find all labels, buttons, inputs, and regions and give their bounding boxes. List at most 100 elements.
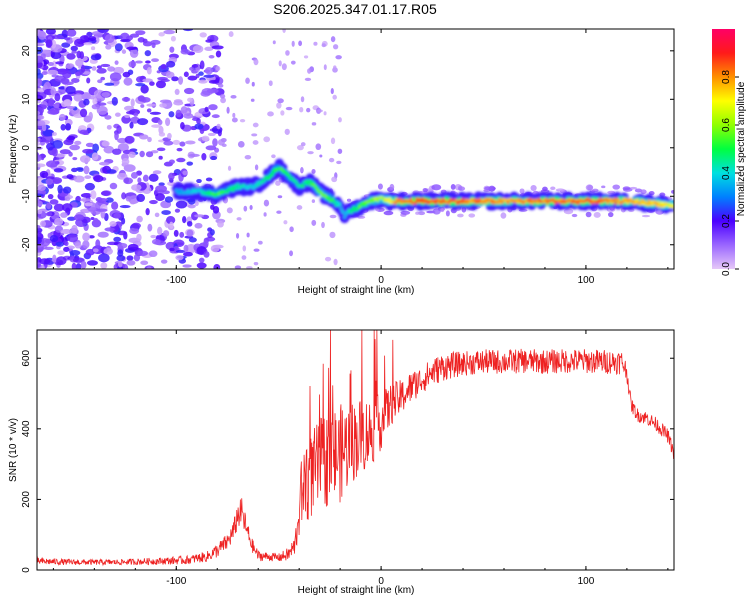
noise-speckle <box>346 198 352 202</box>
noise-speckle <box>73 214 85 221</box>
noise-speckle <box>243 205 248 212</box>
noise-speckle <box>218 83 224 88</box>
noise-speckle <box>323 64 327 71</box>
noise-speckle <box>321 43 326 48</box>
noise-speckle <box>211 114 220 119</box>
noise-speckle <box>57 184 63 194</box>
noise-speckle <box>113 80 120 85</box>
noise-speckle <box>63 246 70 252</box>
noise-speckle <box>61 42 71 48</box>
noise-speckle <box>80 260 87 269</box>
noise-speckle <box>98 253 110 263</box>
noise-speckle <box>45 178 54 185</box>
noise-speckle <box>121 157 130 166</box>
noise-speckle <box>432 208 441 215</box>
noise-speckle <box>276 102 282 109</box>
noise-speckle <box>91 152 99 161</box>
noise-speckle <box>612 184 621 190</box>
noise-speckle <box>321 221 325 229</box>
noise-speckle <box>91 104 101 110</box>
noise-speckle <box>289 226 294 233</box>
noise-speckle <box>285 50 290 56</box>
noise-speckle <box>140 260 149 266</box>
noise-speckle <box>37 72 44 80</box>
noise-speckle <box>135 30 146 36</box>
noise-speckle <box>51 147 58 157</box>
noise-speckle <box>640 189 647 195</box>
noise-speckle <box>149 111 162 115</box>
noise-speckle <box>95 239 101 249</box>
noise-speckle <box>252 140 259 145</box>
x-tick-label: 100 <box>578 275 595 286</box>
noise-speckle <box>217 220 224 228</box>
noise-speckle <box>145 151 154 158</box>
noise-speckle <box>315 143 322 151</box>
noise-speckle <box>276 210 282 214</box>
noise-speckle <box>154 212 160 218</box>
noise-speckle <box>196 262 207 269</box>
noise-speckle <box>66 135 76 141</box>
noise-speckle <box>107 66 116 72</box>
noise-speckle <box>296 205 303 210</box>
noise-speckle <box>45 39 53 48</box>
ridge-point <box>352 205 356 210</box>
noise-speckle <box>155 193 166 202</box>
noise-speckle <box>84 182 96 191</box>
noise-speckle <box>208 104 218 111</box>
snr-axes: -100 0 100 0 200 400 600 <box>21 330 674 587</box>
noise-speckle <box>137 177 142 184</box>
noise-speckle <box>311 219 317 226</box>
noise-speckle <box>37 30 47 40</box>
noise-speckle <box>157 119 163 125</box>
ridge-point <box>338 202 342 206</box>
ridge-point <box>270 172 274 176</box>
ridge-point <box>613 197 617 201</box>
noise-speckle <box>121 192 127 200</box>
ridge-point <box>536 200 540 204</box>
noise-speckle <box>245 77 250 84</box>
noise-speckle <box>330 88 334 95</box>
y-tick-label: 0 <box>21 567 32 573</box>
ridge-point <box>331 197 335 201</box>
ridge-point <box>659 204 663 208</box>
noise-speckle <box>277 195 283 199</box>
noise-speckle <box>155 185 167 193</box>
noise-speckle <box>88 235 95 239</box>
noise-speckle <box>585 211 592 218</box>
spectrogram-frame <box>36 28 675 270</box>
colorbar: 0.0 0.2 0.4 0.6 0.8 Normalized spectral ampl… <box>712 29 747 276</box>
noise-speckle <box>60 228 72 234</box>
noise-speckle <box>136 215 143 223</box>
noise-speckle <box>37 61 43 69</box>
noise-speckle <box>275 180 281 186</box>
ridge-point <box>500 200 504 204</box>
noise-speckle <box>591 188 599 193</box>
noise-speckle <box>357 215 366 219</box>
noise-speckle <box>60 123 66 131</box>
noise-speckle <box>330 137 336 145</box>
noise-speckle <box>96 65 102 69</box>
noise-speckle <box>208 79 220 84</box>
noise-speckle <box>109 182 118 190</box>
noise-speckle <box>147 223 153 232</box>
noise-speckle <box>278 60 282 67</box>
noise-speckle <box>151 58 159 63</box>
noise-speckle <box>216 123 221 130</box>
noise-speckle <box>37 236 42 245</box>
noise-speckle <box>298 40 303 47</box>
noise-speckle <box>400 210 411 215</box>
ridge-point <box>414 201 418 205</box>
noise-speckle <box>64 37 71 41</box>
noise-speckle <box>146 266 152 269</box>
noise-speckle <box>169 221 174 229</box>
noise-speckle <box>136 233 142 242</box>
noise-speckle <box>52 34 64 40</box>
ridge-point <box>371 199 375 204</box>
noise-speckle <box>41 71 48 76</box>
noise-speckle <box>311 169 316 174</box>
noise-speckle <box>226 106 230 114</box>
snr-frame <box>36 329 675 571</box>
noise-speckle <box>59 113 66 121</box>
ridge-point <box>230 185 234 189</box>
